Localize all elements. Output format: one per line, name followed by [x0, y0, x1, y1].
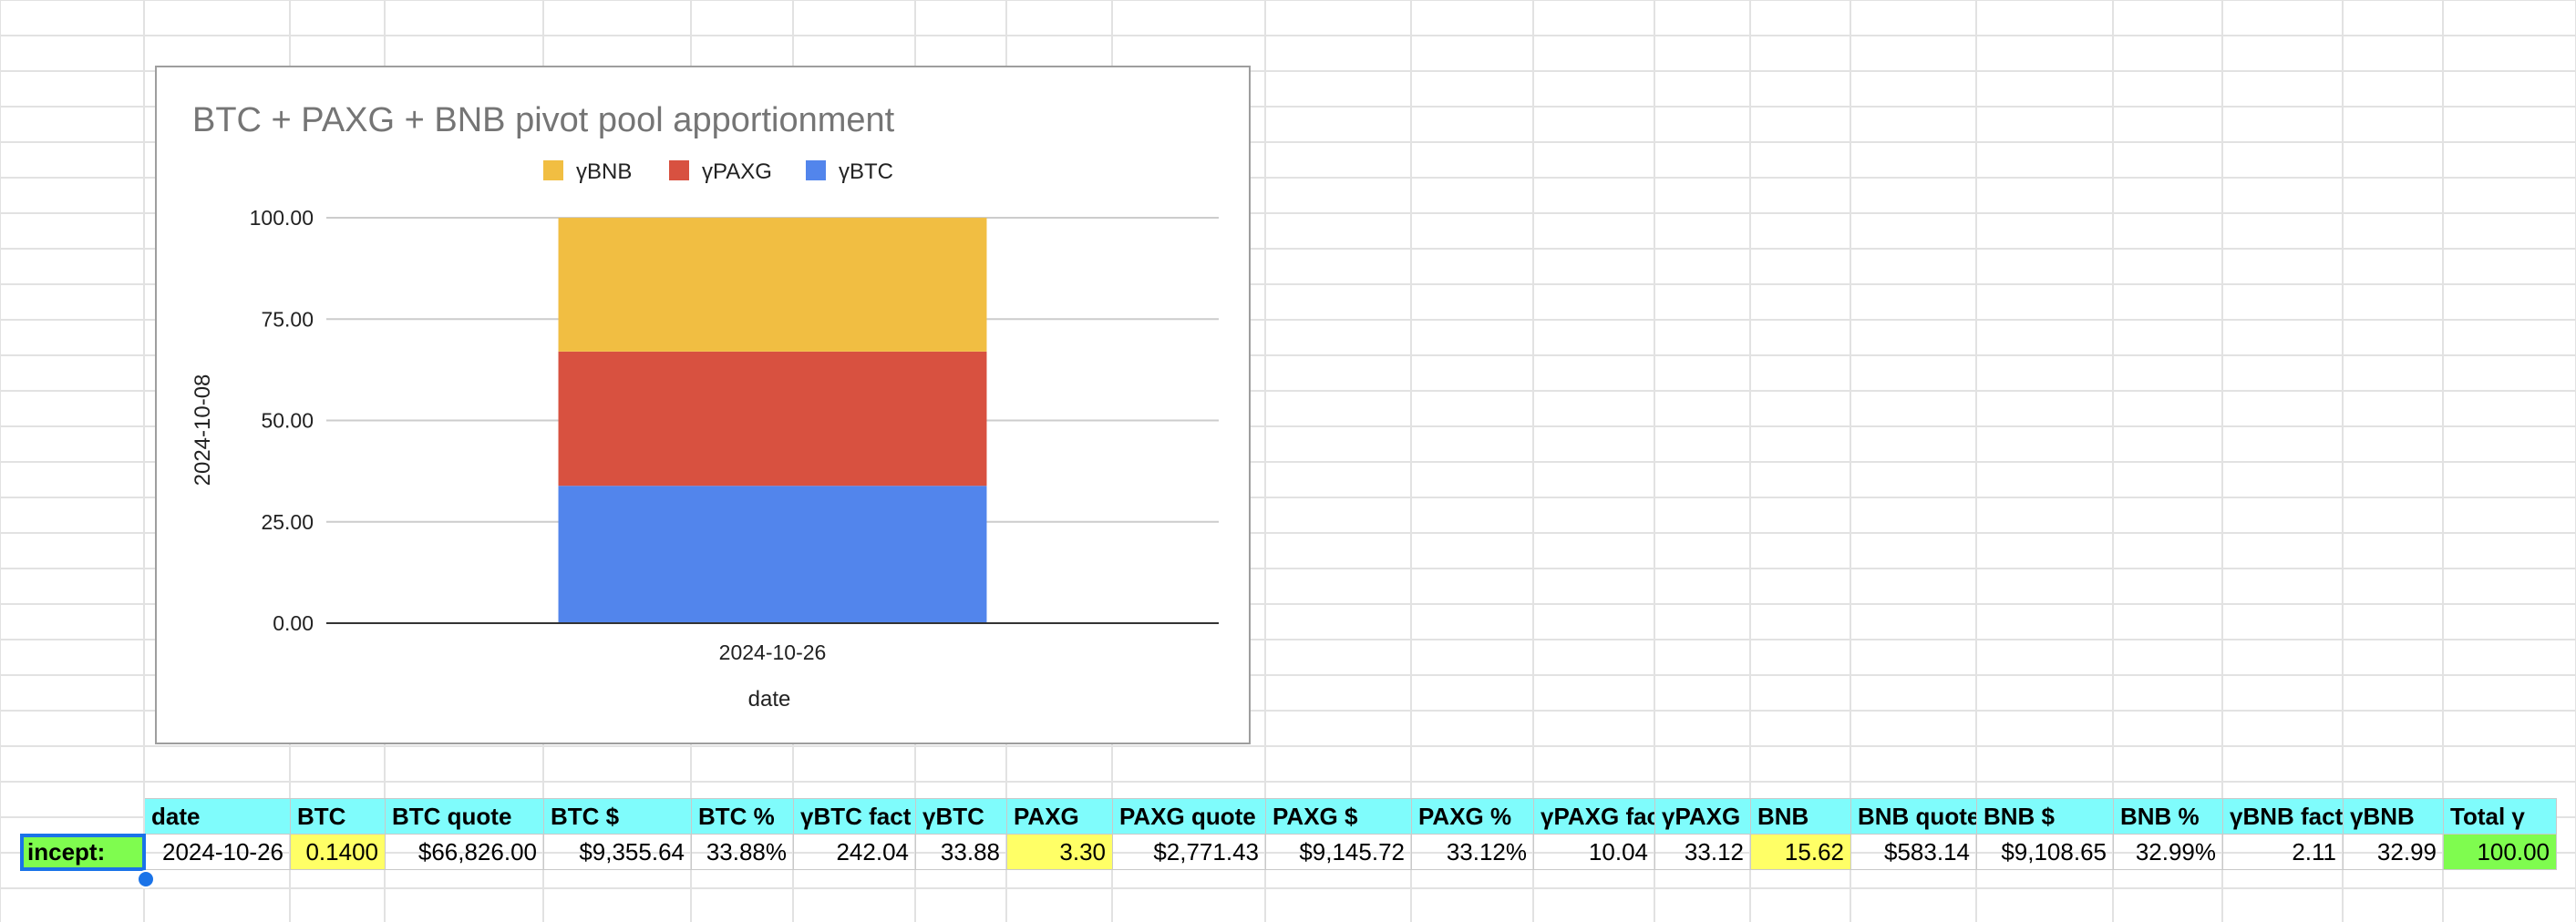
column-header[interactable]: BNB % — [2113, 798, 2223, 835]
table-cell[interactable]: 33.88 — [915, 834, 1007, 870]
bar-segment-γPAXG[interactable] — [558, 351, 987, 487]
column-header[interactable]: γPAXG fac — [1533, 798, 1655, 835]
data-table: date BTC BTC quote BTC $ BTC % γBTC fact γBTC P… — [19, 798, 2557, 871]
table-cell[interactable]: 100.00 — [2443, 834, 2557, 870]
x-axis-title: date — [748, 687, 791, 712]
table-cell[interactable]: 10.04 — [1533, 834, 1655, 870]
table-cell[interactable]: 15.62 — [1750, 834, 1851, 870]
column-header[interactable]: BTC $ — [543, 798, 692, 835]
row-label-cell[interactable]: incept: — [19, 833, 146, 871]
column-header[interactable]: BNB quote — [1850, 798, 1977, 835]
table-cell[interactable]: $583.14 — [1850, 834, 1977, 870]
stacked-bar-chart[interactable]: BTC + PAXG + BNB pivot pool apportionmen… — [155, 66, 1251, 744]
column-header[interactable]: PAXG % — [1411, 798, 1534, 835]
y-axis-title: 2024-10-08 — [191, 374, 215, 487]
legend-label: γPAXG — [702, 159, 772, 184]
chart-title: BTC + PAXG + BNB pivot pool apportionmen… — [192, 101, 895, 139]
table-cell[interactable]: 2024-10-26 — [144, 834, 291, 870]
table-cell[interactable]: 2.11 — [2222, 834, 2344, 870]
y-axis-ticks: 0.00 25.00 50.00 75.00 100.00 — [250, 206, 314, 635]
table-cell[interactable]: $2,771.43 — [1112, 834, 1266, 870]
table-cell[interactable]: 3.30 — [1006, 834, 1113, 870]
legend-label: γBTC — [839, 159, 893, 184]
column-header[interactable]: BTC — [290, 798, 386, 835]
y-tick-label: 100.00 — [250, 206, 314, 230]
table-cell[interactable]: $66,826.00 — [385, 834, 544, 870]
table-cell[interactable]: 32.99% — [2113, 834, 2223, 870]
column-header[interactable]: date — [144, 798, 291, 835]
table-cell[interactable]: 32.99 — [2343, 834, 2444, 870]
column-header[interactable]: PAXG quote — [1112, 798, 1266, 835]
table-cell[interactable]: 33.88% — [691, 834, 794, 870]
table-row: incept: 2024-10-26 0.1400 $66,826.00 $9,355.… — [19, 833, 2557, 871]
column-header[interactable]: γBNB fact — [2222, 798, 2344, 835]
column-header[interactable]: PAXG $ — [1265, 798, 1412, 835]
legend-swatch — [543, 160, 563, 180]
table-cell[interactable]: 33.12% — [1411, 834, 1534, 870]
table-cell[interactable]: 33.12 — [1654, 834, 1751, 870]
y-tick-label: 25.00 — [261, 510, 314, 534]
table-cell[interactable]: 0.1400 — [290, 834, 386, 870]
column-header[interactable]: γBNB — [2343, 798, 2444, 835]
legend-swatch — [806, 160, 826, 180]
y-tick-label: 75.00 — [261, 307, 314, 331]
bar-segment-γBTC[interactable] — [558, 486, 987, 623]
table-cell[interactable]: $9,145.72 — [1265, 834, 1412, 870]
table-cell[interactable]: $9,355.64 — [543, 834, 692, 870]
column-header[interactable]: Total γ — [2443, 798, 2557, 835]
table-header-row: date BTC BTC quote BTC $ BTC % γBTC fact γBTC P… — [20, 798, 2557, 835]
bar-stack — [558, 218, 987, 623]
chart-legend: γBNB γPAXG γBTC — [543, 159, 893, 184]
column-header[interactable]: γBTC fact — [793, 798, 916, 835]
legend-swatch — [669, 160, 689, 180]
column-header[interactable]: BNB $ — [1976, 798, 2114, 835]
bar-segment-γBNB[interactable] — [558, 218, 987, 352]
chart-canvas: BTC + PAXG + BNB pivot pool apportionmen… — [191, 101, 1219, 712]
selection-fill-handle[interactable] — [137, 870, 155, 888]
legend-label: γBNB — [576, 159, 632, 184]
y-tick-label: 0.00 — [273, 611, 314, 635]
x-tick-label: 2024-10-26 — [719, 640, 827, 664]
y-tick-label: 50.00 — [261, 409, 314, 433]
header-corner — [20, 798, 145, 835]
column-header[interactable]: PAXG — [1006, 798, 1113, 835]
column-header[interactable]: γPAXG — [1654, 798, 1751, 835]
column-header[interactable]: BNB — [1750, 798, 1851, 835]
table-cell[interactable]: $9,108.65 — [1976, 834, 2114, 870]
column-header[interactable]: BTC % — [691, 798, 794, 835]
table-cell[interactable]: 242.04 — [793, 834, 916, 870]
column-header[interactable]: BTC quote — [385, 798, 544, 835]
x-axis-ticks: 2024-10-26 — [719, 640, 827, 664]
column-header[interactable]: γBTC — [915, 798, 1007, 835]
